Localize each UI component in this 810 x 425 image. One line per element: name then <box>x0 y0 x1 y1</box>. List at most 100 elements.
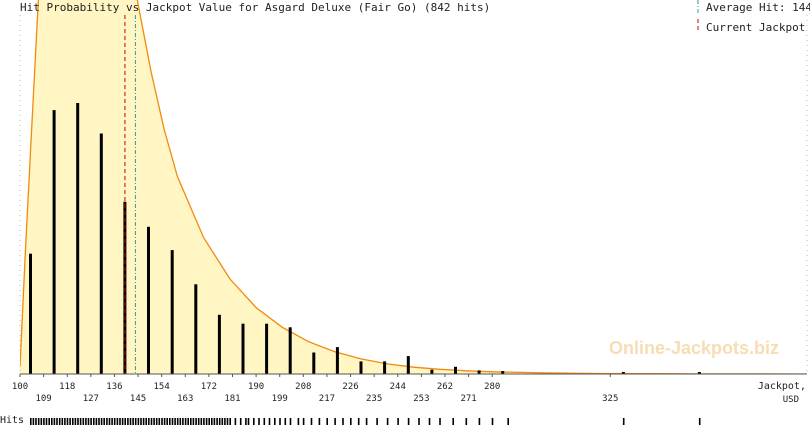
hit-tick <box>253 418 255 425</box>
hit-tick <box>208 418 210 425</box>
x-tick-label: 109 <box>35 394 51 404</box>
hit-tick <box>376 418 378 425</box>
hit-tick <box>179 418 182 425</box>
x-tick-label: 100 <box>12 382 28 392</box>
hit-tick <box>507 418 509 425</box>
hit-tick <box>82 418 85 425</box>
hit-tick <box>268 418 271 425</box>
bar <box>477 370 481 374</box>
x-tick-label: 271 <box>460 394 476 404</box>
bar <box>170 250 174 374</box>
hit-tick <box>129 418 132 425</box>
hit-tick <box>197 418 200 425</box>
hit-tick <box>98 418 100 425</box>
bar <box>454 366 457 374</box>
hit-tick <box>45 418 48 425</box>
hit-tick <box>155 418 158 425</box>
hit-tick <box>61 418 64 425</box>
watermark-text: Online-Jackpots.biz <box>609 338 779 358</box>
hit-tick <box>192 418 195 425</box>
hit-tick <box>43 418 45 425</box>
hit-tick <box>77 418 79 425</box>
x-tick-label: 262 <box>437 382 453 392</box>
hit-tick <box>274 418 276 425</box>
hit-tick <box>72 418 74 425</box>
x-tick-label: 145 <box>130 394 146 404</box>
hit-tick <box>100 418 103 425</box>
hit-tick <box>357 418 360 425</box>
bar <box>147 226 150 374</box>
hit-tick <box>234 418 237 425</box>
hit-tick <box>200 418 203 425</box>
bar <box>76 103 80 374</box>
hit-tick <box>221 418 224 425</box>
hit-tick <box>171 418 174 425</box>
hit-tick <box>263 418 266 425</box>
hit-tick <box>169 418 171 425</box>
hit-tick <box>190 418 192 425</box>
hit-tick <box>245 418 247 425</box>
hit-tick <box>224 418 226 425</box>
hit-tick <box>119 418 121 425</box>
hit-tick <box>51 418 53 425</box>
hit-tick <box>35 418 37 425</box>
hit-tick <box>218 418 221 425</box>
bar <box>29 253 32 374</box>
hit-tick <box>58 418 61 425</box>
x-tick-label: 235 <box>366 394 382 404</box>
x-tick-label: 253 <box>413 394 429 404</box>
x-axis-label: Jackpot, <box>758 381 806 392</box>
probability-curve <box>20 0 807 374</box>
hit-tick <box>148 418 150 425</box>
hit-tick <box>478 418 481 425</box>
hit-tick <box>342 418 344 425</box>
x-tick-label: 181 <box>224 394 240 404</box>
hit-tick <box>48 418 50 425</box>
hit-tick <box>90 418 92 425</box>
bar <box>288 327 292 374</box>
hit-tick <box>386 418 389 425</box>
hit-tick <box>216 418 218 425</box>
bar <box>359 361 363 374</box>
hit-tick <box>439 418 441 425</box>
hit-tick <box>176 418 179 425</box>
hit-tick <box>182 418 184 425</box>
x-tick-label: 190 <box>248 382 264 392</box>
x-tick-label: 280 <box>484 382 500 392</box>
hit-tick <box>365 418 368 425</box>
hit-tick <box>79 418 82 425</box>
hit-tick <box>95 418 98 425</box>
hit-tick <box>226 418 229 425</box>
hit-tick <box>163 418 166 425</box>
hit-tick <box>64 418 66 425</box>
hit-tick <box>334 418 336 425</box>
x-axis-unit: USD <box>783 395 799 405</box>
hit-tick <box>127 418 129 425</box>
chart-title: Hit Probability vs Jackpot Value for Asg… <box>20 1 490 14</box>
rug-label: Hits <box>0 415 24 425</box>
bar <box>265 323 269 374</box>
bar <box>312 352 316 374</box>
hit-tick <box>145 418 147 425</box>
hit-tick <box>161 418 163 425</box>
x-tick-label: 154 <box>154 382 170 392</box>
x-tick-label: 199 <box>272 394 288 404</box>
hit-tick <box>258 418 260 425</box>
hit-tick <box>106 418 108 425</box>
hit-tick <box>239 418 242 425</box>
hit-tick <box>465 418 468 425</box>
bar <box>52 110 56 374</box>
hit-tick <box>150 418 153 425</box>
hit-tick <box>40 418 43 425</box>
bar <box>501 371 505 374</box>
hit-tick <box>184 418 187 425</box>
hit-tick <box>491 418 494 425</box>
hit-tick <box>407 418 410 425</box>
hit-tick <box>56 418 58 425</box>
hit-tick <box>195 418 197 425</box>
hit-tick <box>32 418 35 425</box>
hit-tick <box>187 418 189 425</box>
hit-tick <box>698 418 701 425</box>
x-tick-label: 172 <box>201 382 217 392</box>
